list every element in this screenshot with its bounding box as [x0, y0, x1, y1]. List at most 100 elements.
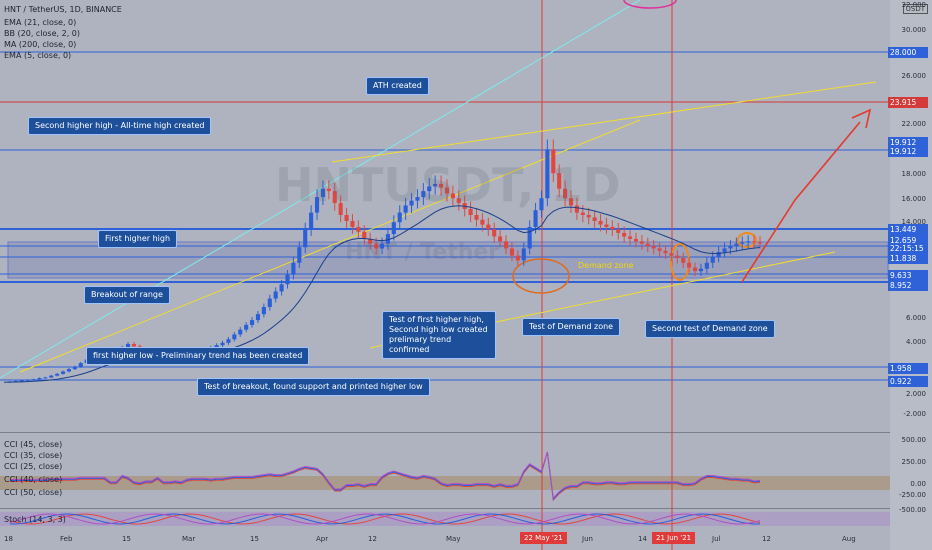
x-tick: Aug	[842, 535, 856, 543]
candle-body	[273, 291, 278, 299]
candle-body	[444, 187, 450, 194]
osc-label[interactable]: CCI (25, close)	[4, 462, 63, 471]
candle-body	[675, 255, 680, 258]
price-label: 11.838	[888, 253, 928, 264]
x-highlight-may22: 22 May '21	[520, 532, 567, 544]
candle-body	[49, 375, 54, 378]
y-tick: 26.000	[901, 72, 927, 80]
osc-tick: -500.00	[898, 506, 926, 514]
candle-body	[43, 377, 48, 379]
osc-tick: 500.00	[901, 436, 927, 444]
x-tick: Jul	[712, 535, 721, 543]
candle-body	[752, 241, 757, 243]
candle-body	[604, 224, 609, 227]
candle-body	[433, 183, 438, 187]
x-tick: 12	[368, 535, 377, 543]
candle-body	[438, 183, 444, 188]
price-label: 9.633	[888, 270, 928, 281]
demand-zone-label: Demand zone	[578, 261, 634, 270]
y-tick: 32.000	[901, 1, 927, 9]
candle-body	[651, 246, 656, 249]
indicator-ema21[interactable]: EMA (21, close, 0)	[4, 18, 77, 27]
candle-body	[515, 255, 520, 261]
candle-body	[397, 212, 402, 223]
candle-body	[385, 234, 390, 244]
candle-body	[492, 229, 497, 237]
x-tick: 18	[4, 535, 13, 543]
osc-label[interactable]: CCI (45, close)	[4, 440, 63, 449]
candle-body	[486, 224, 491, 230]
candle-body	[238, 329, 243, 335]
candle-body	[291, 262, 296, 275]
candle-body	[545, 149, 550, 199]
ann-test-breakout: Test of breakout, found support and prin…	[197, 378, 430, 396]
candle-body	[592, 217, 597, 221]
osc-label[interactable]: CCI (40, close)	[4, 475, 63, 484]
stoch-line	[9, 513, 761, 525]
candle-body	[468, 209, 473, 215]
candle-body	[409, 200, 414, 206]
indicator-bb[interactable]: BB (20, close, 2, 0)	[4, 29, 80, 38]
candle-body	[285, 274, 290, 285]
x-tick: Feb	[60, 535, 73, 543]
candle-body	[456, 198, 461, 204]
candle-body	[716, 252, 721, 257]
candle-body	[37, 378, 42, 380]
pane-divider	[0, 432, 890, 433]
candle-body	[125, 344, 131, 348]
candle-body	[255, 314, 261, 321]
x-tick: Apr	[316, 535, 329, 543]
x-highlight-jun21: 21 Jun '21	[652, 532, 696, 544]
price-label: 23.915	[888, 97, 928, 108]
top-circle	[623, 0, 677, 9]
arrow-head	[851, 108, 872, 129]
indicator-ma200[interactable]: MA (200, close, 0)	[4, 40, 77, 49]
candle-body	[521, 248, 526, 261]
candle-body	[663, 250, 668, 254]
ann-first-higher-low: first higher low - Preliminary trend has…	[86, 347, 310, 365]
y-tick: 22.000	[901, 120, 927, 128]
price-label: 19.912	[888, 146, 928, 157]
candle-body	[639, 241, 644, 244]
candle-body	[563, 188, 568, 199]
candle-body	[734, 243, 739, 247]
candle-body	[474, 215, 479, 220]
osc-label[interactable]: CCI (35, close)	[4, 451, 63, 460]
candle-body	[610, 226, 615, 230]
osc-label[interactable]: CCI (50, close)	[4, 488, 63, 497]
price-label: 0.922	[888, 376, 928, 387]
candle-body	[746, 241, 751, 243]
candle-body	[480, 219, 485, 225]
candle-body	[338, 203, 343, 215]
candle-body	[267, 298, 272, 307]
candle-body	[309, 212, 314, 230]
candle-body	[586, 215, 591, 218]
candle-body	[574, 205, 579, 213]
x-tick: 12	[762, 535, 771, 543]
candle-body	[598, 220, 603, 225]
x-tick: Mar	[182, 535, 196, 543]
y-tick: 4.000	[905, 338, 926, 346]
candle-body	[633, 238, 639, 242]
price-label: 19.912	[888, 137, 928, 148]
candle-body	[687, 262, 692, 268]
candle-body	[314, 197, 320, 213]
ann-ath: ATH created	[366, 77, 429, 95]
candle-body	[374, 243, 379, 249]
indicator-ema5[interactable]: EMA (5, close, 0)	[4, 51, 72, 60]
candle-body	[509, 248, 515, 256]
candle-body	[704, 262, 709, 269]
candle-body	[279, 284, 284, 292]
candle-body	[645, 243, 650, 247]
candle-body	[66, 369, 72, 372]
price-label: 28.000	[888, 47, 928, 58]
y-tick: 2.000	[905, 390, 926, 398]
current-circle	[737, 232, 757, 248]
osc-label[interactable]: Stoch (14, 3, 3)	[4, 515, 66, 524]
candle-body	[669, 253, 674, 256]
price-label: 12.659	[888, 235, 928, 246]
ann-test-first-higher-high: Test of first higher high, Second high l…	[382, 311, 496, 359]
currency-badge: USDT	[902, 4, 928, 14]
x-tick: Jun	[582, 535, 593, 543]
